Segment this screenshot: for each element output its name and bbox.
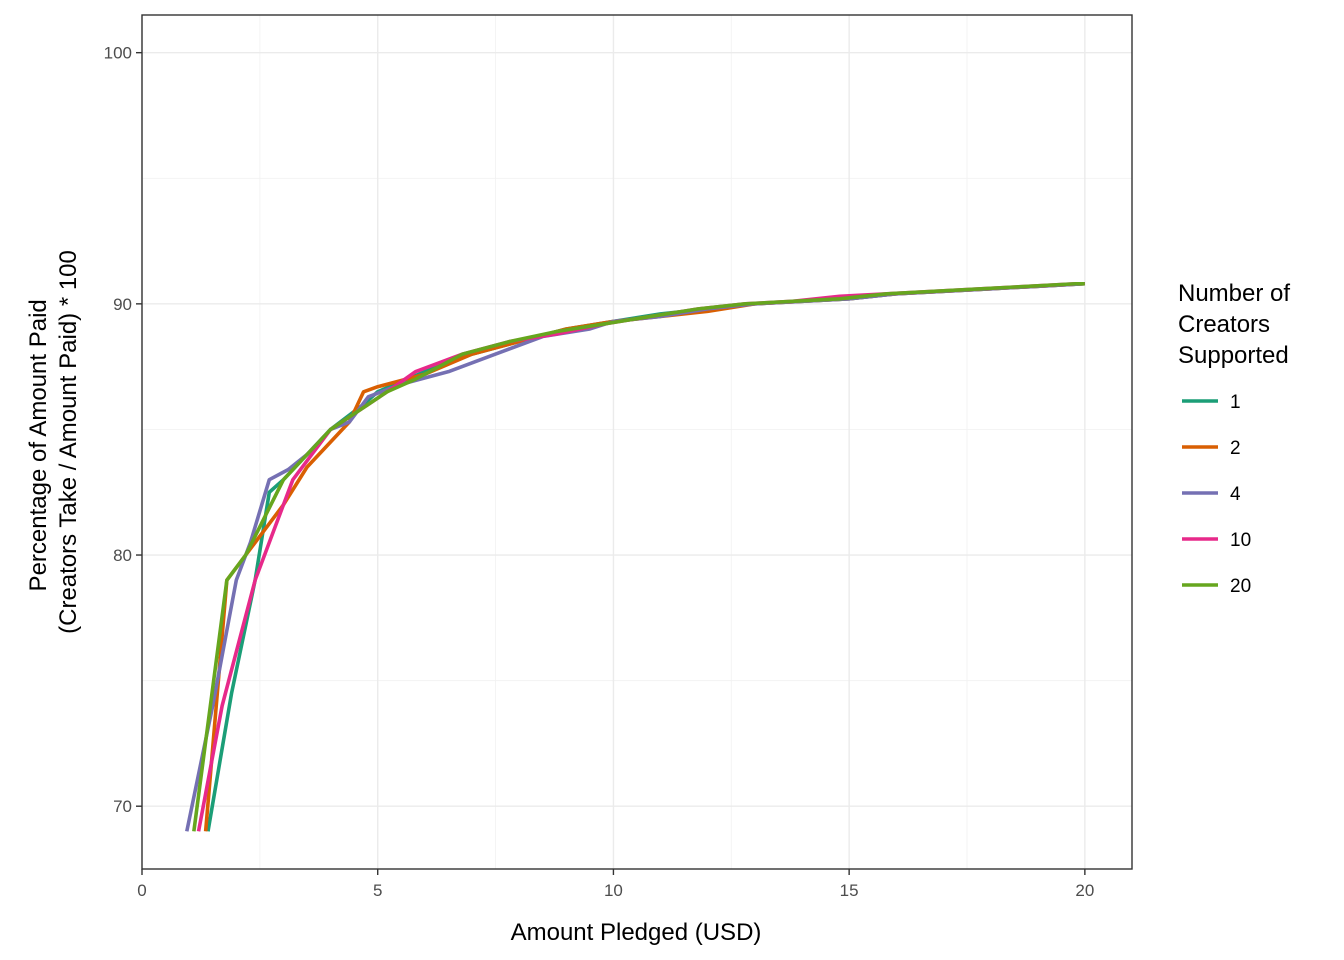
legend-label-4: 4: [1230, 484, 1241, 505]
x-tick-label: 15: [840, 881, 859, 900]
y-axis: 70 80 90 100: [104, 44, 142, 816]
legend-title-line-1: Number of: [1178, 280, 1290, 307]
legend: Number of Creators Supported 1 2 4 10 20: [1178, 280, 1297, 597]
legend-label-1: 1: [1230, 392, 1241, 413]
legend-label-10: 10: [1230, 530, 1251, 551]
series-line-20: [192, 281, 1085, 832]
legend-label-20: 20: [1230, 576, 1251, 597]
x-axis: 0 5 10 15 20: [137, 869, 1094, 900]
x-tick-label: 5: [373, 881, 382, 900]
x-axis-title: Amount Pledged (USD): [511, 919, 762, 946]
legend-title: Number of Creators Supported: [1178, 280, 1297, 369]
series-lines: [185, 281, 1085, 832]
x-tick-label: 20: [1075, 881, 1094, 900]
legend-items: 1 2 4 10 20: [1182, 392, 1251, 597]
y-axis-title-line-2: (Creators Take / Amount Paid) * 100: [55, 250, 82, 634]
plot-panel: [141, 14, 1133, 870]
x-tick-label: 10: [604, 881, 623, 900]
y-tick-label: 100: [104, 44, 132, 63]
y-tick-label: 70: [113, 797, 132, 816]
y-tick-label: 90: [113, 295, 132, 314]
legend-label-2: 2: [1230, 438, 1241, 459]
y-tick-label: 80: [113, 546, 132, 565]
legend-title-line-2: Creators: [1178, 311, 1270, 338]
y-axis-title-line-1: Percentage of Amount Paid: [25, 299, 52, 591]
x-tick-label: 0: [137, 881, 146, 900]
y-axis-title: Percentage of Amount Paid (Creators Take…: [25, 250, 82, 634]
panel-border: [141, 14, 1133, 870]
legend-title-line-3: Supported: [1178, 342, 1289, 369]
